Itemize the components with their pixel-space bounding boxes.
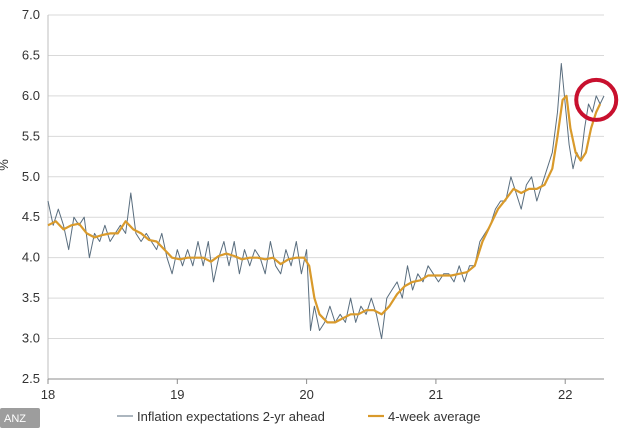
source-label: ANZ <box>4 413 26 425</box>
x-tick-labels: 18 19 20 21 22 <box>41 379 572 402</box>
highlight-circle <box>574 77 619 122</box>
y-tick-label: 2.5 <box>22 371 40 386</box>
series-line-2 <box>47 94 602 324</box>
legend-label-series-2: 4-week average <box>388 409 481 424</box>
source-badge: ANZ <box>0 408 40 428</box>
series-line-1 <box>47 63 605 340</box>
y-tick-label: 7.0 <box>22 7 40 22</box>
y-tick-label: 4.5 <box>22 209 40 224</box>
x-tick-label: 22 <box>558 387 572 402</box>
x-tick-label: 18 <box>41 387 55 402</box>
y-tick-label: 6.5 <box>22 47 40 62</box>
series-layer <box>47 63 605 340</box>
axes <box>47 15 604 380</box>
y-tick-label: 5.5 <box>22 128 40 143</box>
source-badge-bg <box>0 408 40 428</box>
y-tick-label: 3.0 <box>22 331 40 346</box>
y-tick-label: 6.0 <box>22 88 40 103</box>
y-tick-label: 5.0 <box>22 169 40 184</box>
x-tick-label: 21 <box>429 387 443 402</box>
legend-label-series-1: Inflation expectations 2-yr ahead <box>137 409 325 424</box>
grid-lines <box>48 14 604 340</box>
y-tick-label: 3.5 <box>22 290 40 305</box>
y-axis-label: % <box>0 159 11 171</box>
x-tick-label: 19 <box>170 387 184 402</box>
x-tick-label: 20 <box>299 387 313 402</box>
legend: Inflation expectations 2-yr ahead 4-week… <box>117 409 481 424</box>
y-tick-labels: 2.5 3.0 3.5 4.0 4.5 5.0 5.5 6.0 6.5 7.0 <box>22 7 40 386</box>
y-tick-label: 4.0 <box>22 250 40 265</box>
